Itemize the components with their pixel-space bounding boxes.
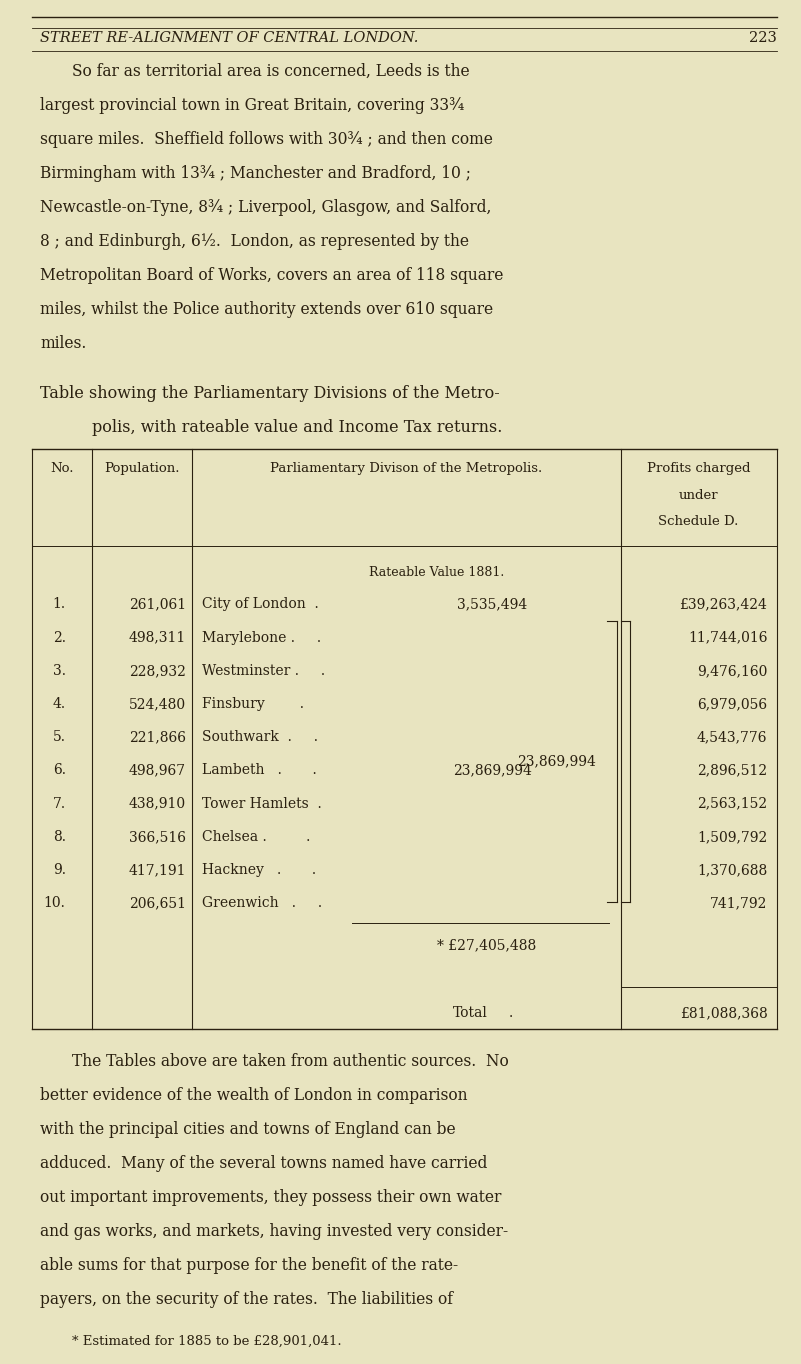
Text: 524,480: 524,480	[129, 697, 186, 711]
Text: Finsbury        .: Finsbury .	[202, 697, 304, 711]
Text: 228,932: 228,932	[129, 664, 186, 678]
Text: miles, whilst the Police authority extends over 610 square: miles, whilst the Police authority exten…	[40, 301, 493, 318]
Text: The Tables above are taken from authentic sources.  No: The Tables above are taken from authenti…	[72, 1053, 509, 1071]
Text: 1,509,792: 1,509,792	[697, 829, 767, 844]
Text: Table showing the Parliamentary Divisions of the Metro-: Table showing the Parliamentary Division…	[40, 385, 500, 402]
Text: square miles.  Sheffield follows with 30¾ ; and then come: square miles. Sheffield follows with 30¾…	[40, 131, 493, 147]
Text: with the principal cities and towns of England can be: with the principal cities and towns of E…	[40, 1121, 456, 1138]
Text: under: under	[678, 488, 718, 502]
Text: 1,370,688: 1,370,688	[697, 863, 767, 877]
Text: 261,061: 261,061	[129, 597, 186, 611]
Text: Birmingham with 13¾ ; Manchester and Bradford, 10 ;: Birmingham with 13¾ ; Manchester and Bra…	[40, 165, 471, 181]
Text: 4.: 4.	[53, 697, 66, 711]
Text: 221,866: 221,866	[129, 730, 186, 745]
Text: 366,516: 366,516	[129, 829, 186, 844]
Text: 11,744,016: 11,744,016	[688, 630, 767, 645]
Text: Parliamentary Divison of the Metropolis.: Parliamentary Divison of the Metropolis.	[270, 462, 542, 475]
Text: out important improvements, they possess their own water: out important improvements, they possess…	[40, 1189, 501, 1206]
Text: largest provincial town in Great Britain, covering 33¾: largest provincial town in Great Britain…	[40, 97, 465, 113]
Text: 3,535,494: 3,535,494	[457, 597, 528, 611]
Text: So far as territorial area is concerned, Leeds is the: So far as territorial area is concerned,…	[72, 63, 469, 79]
Text: 206,651: 206,651	[129, 896, 186, 910]
Text: 9,476,160: 9,476,160	[697, 664, 767, 678]
Text: .: .	[509, 1007, 513, 1020]
Text: Greenwich   .     .: Greenwich . .	[202, 896, 322, 910]
Text: 7.: 7.	[53, 797, 66, 810]
Text: 3.: 3.	[53, 664, 66, 678]
Text: Hackney   .       .: Hackney . .	[202, 863, 316, 877]
Text: 498,967: 498,967	[129, 764, 186, 777]
Text: 1.: 1.	[53, 597, 66, 611]
Text: 5.: 5.	[53, 730, 66, 745]
Text: Rateable Value 1881.: Rateable Value 1881.	[369, 566, 504, 580]
Text: Southwark  .     .: Southwark . .	[202, 730, 318, 745]
Text: and gas works, and markets, having invested very consider-: and gas works, and markets, having inves…	[40, 1224, 508, 1240]
Text: Marylebone .     .: Marylebone . .	[202, 630, 321, 645]
Text: 6,979,056: 6,979,056	[697, 697, 767, 711]
Text: 8 ; and Edinburgh, 6½.  London, as represented by the: 8 ; and Edinburgh, 6½. London, as repres…	[40, 233, 469, 250]
Text: Schedule D.: Schedule D.	[658, 516, 739, 528]
Text: Chelsea .         .: Chelsea . .	[202, 829, 310, 844]
Text: Tower Hamlets  .: Tower Hamlets .	[202, 797, 322, 810]
Text: Metropolitan Board of Works, covers an area of 118 square: Metropolitan Board of Works, covers an a…	[40, 267, 503, 284]
Text: 8.: 8.	[53, 829, 66, 844]
Text: 2,896,512: 2,896,512	[697, 764, 767, 777]
Text: able sums for that purpose for the benefit of the rate-: able sums for that purpose for the benef…	[40, 1258, 458, 1274]
Text: polis, with rateable value and Income Tax returns.: polis, with rateable value and Income Ta…	[92, 419, 502, 436]
Text: 2.: 2.	[53, 630, 66, 645]
Text: Profits charged: Profits charged	[646, 462, 751, 475]
Text: 23,869,994: 23,869,994	[453, 764, 532, 777]
Text: £81,088,368: £81,088,368	[679, 1007, 767, 1020]
Text: Newcastle-on-Tyne, 8¾ ; Liverpool, Glasgow, and Salford,: Newcastle-on-Tyne, 8¾ ; Liverpool, Glasg…	[40, 199, 492, 216]
Text: * £27,405,488: * £27,405,488	[437, 938, 536, 952]
Text: 2,563,152: 2,563,152	[697, 797, 767, 810]
Text: payers, on the security of the rates.  The liabilities of: payers, on the security of the rates. Th…	[40, 1292, 453, 1308]
Text: 4,543,776: 4,543,776	[697, 730, 767, 745]
Text: 23,869,994: 23,869,994	[517, 754, 596, 769]
Text: No.: No.	[50, 462, 74, 475]
Text: 223: 223	[749, 31, 777, 45]
Text: STREET RE-ALIGNMENT OF CENTRAL LONDON.: STREET RE-ALIGNMENT OF CENTRAL LONDON.	[40, 31, 418, 45]
Text: 6.: 6.	[53, 764, 66, 777]
Text: 741,792: 741,792	[710, 896, 767, 910]
Text: 9.: 9.	[53, 863, 66, 877]
Text: 498,311: 498,311	[129, 630, 186, 645]
Text: Lambeth   .       .: Lambeth . .	[202, 764, 316, 777]
Text: * Estimated for 1885 to be £28,901,041.: * Estimated for 1885 to be £28,901,041.	[72, 1335, 342, 1348]
Text: miles.: miles.	[40, 336, 87, 352]
Text: better evidence of the wealth of London in comparison: better evidence of the wealth of London …	[40, 1087, 468, 1105]
Text: 417,191: 417,191	[128, 863, 186, 877]
Text: £39,263,424: £39,263,424	[679, 597, 767, 611]
Text: 10.: 10.	[44, 896, 66, 910]
Text: Population.: Population.	[104, 462, 179, 475]
Text: 438,910: 438,910	[129, 797, 186, 810]
Text: Westminster .     .: Westminster . .	[202, 664, 325, 678]
Text: adduced.  Many of the several towns named have carried: adduced. Many of the several towns named…	[40, 1155, 488, 1172]
Text: Total: Total	[453, 1007, 488, 1020]
Text: City of London  .: City of London .	[202, 597, 319, 611]
